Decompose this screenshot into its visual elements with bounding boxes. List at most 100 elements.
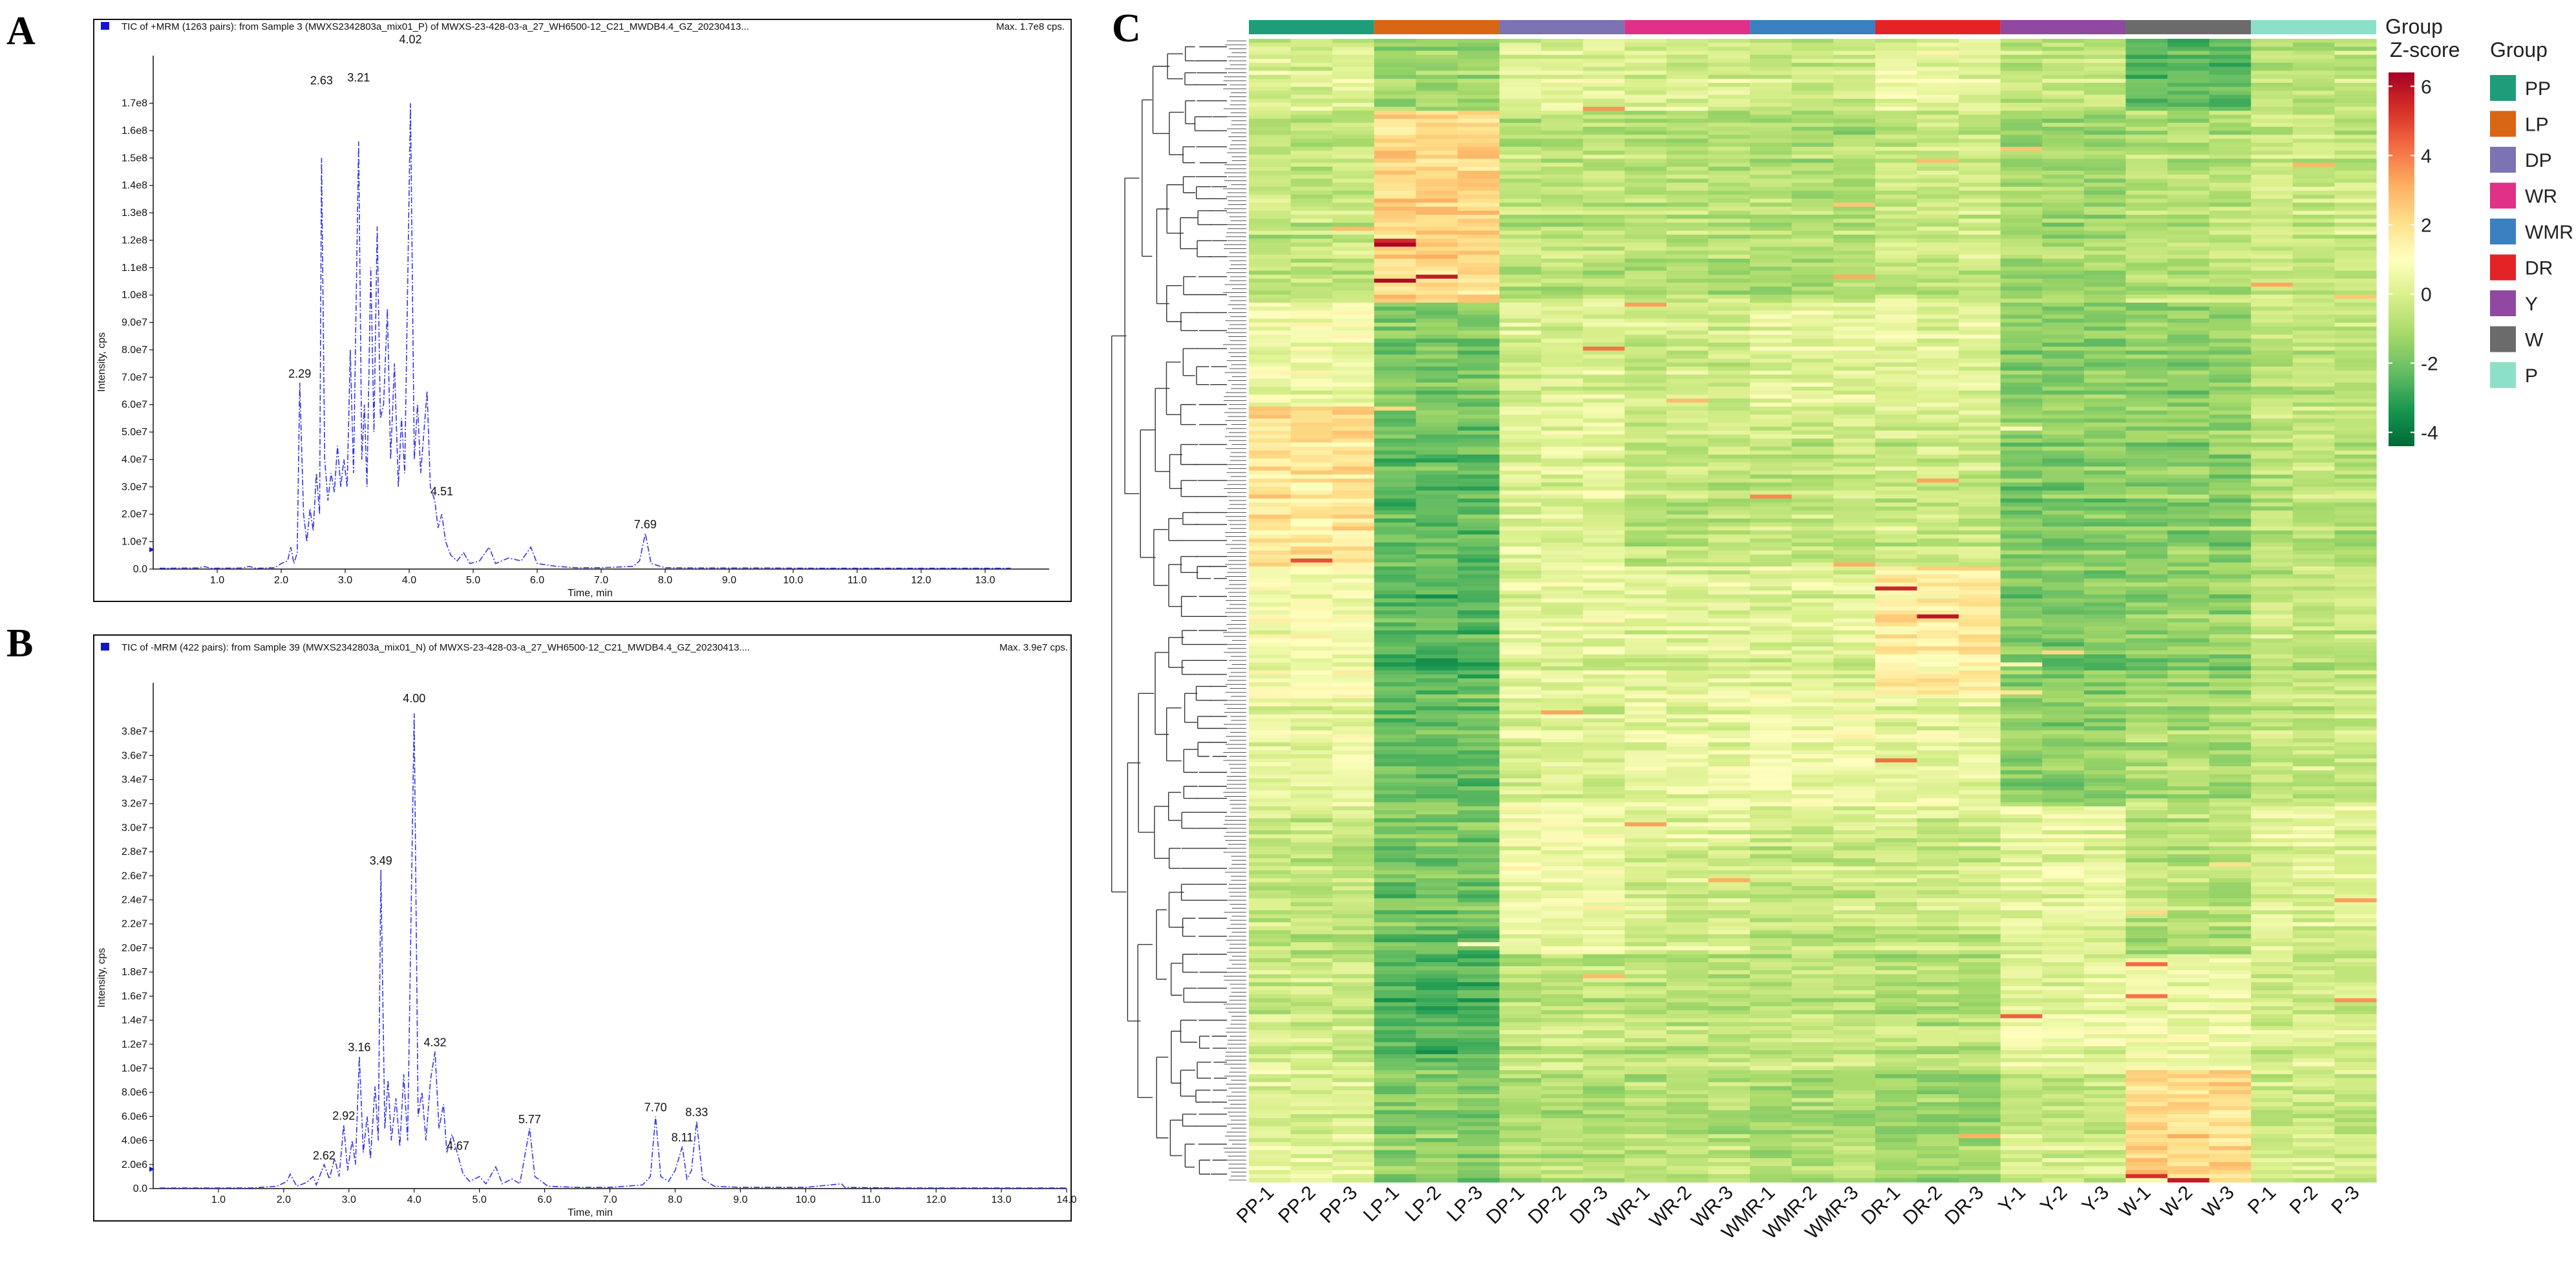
- heatmap-cell: [2167, 107, 2210, 111]
- heatmap-cell: [2209, 426, 2251, 431]
- heatmap-cell: [1499, 283, 1542, 287]
- heatmap-cell: [2292, 486, 2335, 491]
- heatmap-cell: [1249, 47, 1292, 52]
- heatmap-cell: [2167, 70, 2210, 76]
- heatmap-cell: [1833, 394, 1876, 399]
- heatmap-cell: [1499, 58, 1542, 63]
- heatmap-cell: [1332, 91, 1375, 96]
- heatmap-cell: [1791, 294, 1834, 299]
- heatmap-cell: [1750, 610, 1793, 615]
- heatmap-cell: [1290, 250, 1333, 255]
- heatmap-cell: [1959, 490, 2001, 495]
- heatmap-cell: [1708, 650, 1751, 655]
- heatmap-cell: [1416, 182, 1458, 188]
- heatmap-cell: [2083, 442, 2127, 447]
- heatmap-cell: [2334, 650, 2377, 655]
- heatmap-cell: [2334, 510, 2377, 515]
- heatmap-cell: [1249, 614, 1292, 619]
- heatmap-cell: [2251, 107, 2294, 111]
- heatmap-cell: [1499, 622, 1542, 627]
- heatmap-cell: [1582, 422, 1625, 427]
- heatmap-cell: [2292, 166, 2335, 171]
- heatmap-cell: [1750, 558, 1793, 563]
- heatmap-cell: [1332, 354, 1375, 360]
- heatmap-cell: [1624, 570, 1667, 575]
- heatmap-cell: [1457, 215, 1500, 219]
- heatmap-cell: [2334, 402, 2377, 407]
- heatmap-cell: [1249, 506, 1292, 512]
- heatmap-cell: [1582, 43, 1625, 47]
- heatmap-cell: [1249, 626, 1292, 631]
- heatmap-cell: [1750, 242, 1793, 248]
- heatmap-cell: [2167, 479, 2210, 483]
- heatmap-cell: [2042, 486, 2085, 491]
- heatmap-cell: [1249, 550, 1292, 555]
- heatmap-cell: [1332, 83, 1375, 87]
- heatmap-cell: [1833, 650, 1876, 655]
- heatmap-cell: [2334, 234, 2377, 239]
- heatmap-cell: [2167, 303, 2210, 307]
- heatmap-cell: [1624, 502, 1667, 507]
- heatmap-cell: [2125, 334, 2168, 339]
- heatmap-cell: [1457, 358, 1500, 363]
- heatmap-cell: [2042, 226, 2085, 232]
- heatmap-cell: [2292, 266, 2335, 272]
- heatmap-cell: [2083, 630, 2127, 635]
- heatmap-cell: [2042, 514, 2085, 519]
- heatmap-cell: [1959, 590, 2001, 595]
- heatmap-cell: [2000, 498, 2043, 503]
- heatmap-cell: [1332, 98, 1375, 103]
- heatmap-cell: [1249, 470, 1292, 475]
- heatmap-cell: [1499, 266, 1542, 272]
- heatmap-cell: [1624, 202, 1667, 208]
- heatmap-cell: [1959, 63, 2001, 67]
- heatmap-cell: [1541, 94, 1584, 100]
- heatmap-cell: [1959, 479, 2001, 483]
- heatmap-cell: [1541, 598, 1584, 603]
- heatmap-cell: [1833, 426, 1876, 431]
- heatmap-cell: [1332, 514, 1375, 519]
- heatmap-cell: [1416, 318, 1458, 323]
- heatmap-cell: [2000, 270, 2043, 275]
- heatmap-cell: [1416, 286, 1458, 292]
- heatmap-cell: [1332, 646, 1375, 651]
- heatmap-cell: [1917, 266, 1959, 272]
- heatmap-cell: [2000, 502, 2043, 507]
- heatmap-cell: [1499, 626, 1542, 631]
- heatmap-cell: [1416, 206, 1458, 211]
- heatmap-cell: [1959, 558, 2001, 563]
- heatmap-cell: [1457, 530, 1500, 535]
- heatmap-cell: [1791, 278, 1834, 283]
- heatmap-cell: [2167, 67, 2210, 72]
- heatmap-cell: [1791, 142, 1834, 147]
- y-tick-label: 1.3e8: [122, 208, 147, 219]
- heatmap-cell: [2083, 171, 2127, 175]
- heatmap-cell: [2083, 234, 2127, 239]
- heatmap-cell: [1959, 138, 2001, 144]
- heatmap-cell: [2000, 91, 2043, 96]
- heatmap-cell: [1833, 190, 1876, 195]
- heatmap-cell: [1541, 382, 1584, 387]
- heatmap-cell: [1666, 435, 1709, 439]
- heatmap-cell: [1708, 330, 1751, 336]
- heatmap-cell: [1624, 239, 1667, 243]
- heatmap-cell: [1959, 430, 2001, 435]
- heatmap-cell: [2083, 546, 2127, 551]
- heatmap-cell: [1416, 562, 1458, 567]
- heatmap-cell: [1249, 127, 1292, 131]
- heatmap-cell: [1708, 490, 1751, 495]
- heatmap-cell: [1416, 127, 1458, 131]
- heatmap-cell: [1624, 514, 1667, 519]
- heatmap-cell: [1875, 654, 1918, 659]
- heatmap-cell: [1708, 298, 1751, 303]
- heatmap-cell: [2334, 602, 2377, 607]
- heatmap-cell: [1624, 462, 1667, 468]
- heatmap-cell: [1541, 470, 1584, 475]
- heatmap-cell: [1875, 307, 1918, 311]
- heatmap-cell: [2125, 234, 2168, 239]
- heatmap-cell: [2167, 318, 2210, 323]
- heatmap-cell: [1332, 330, 1375, 336]
- heatmap-cell: [1499, 327, 1542, 331]
- heatmap-cell: [2209, 538, 2251, 543]
- heatmap-cell: [1332, 283, 1375, 287]
